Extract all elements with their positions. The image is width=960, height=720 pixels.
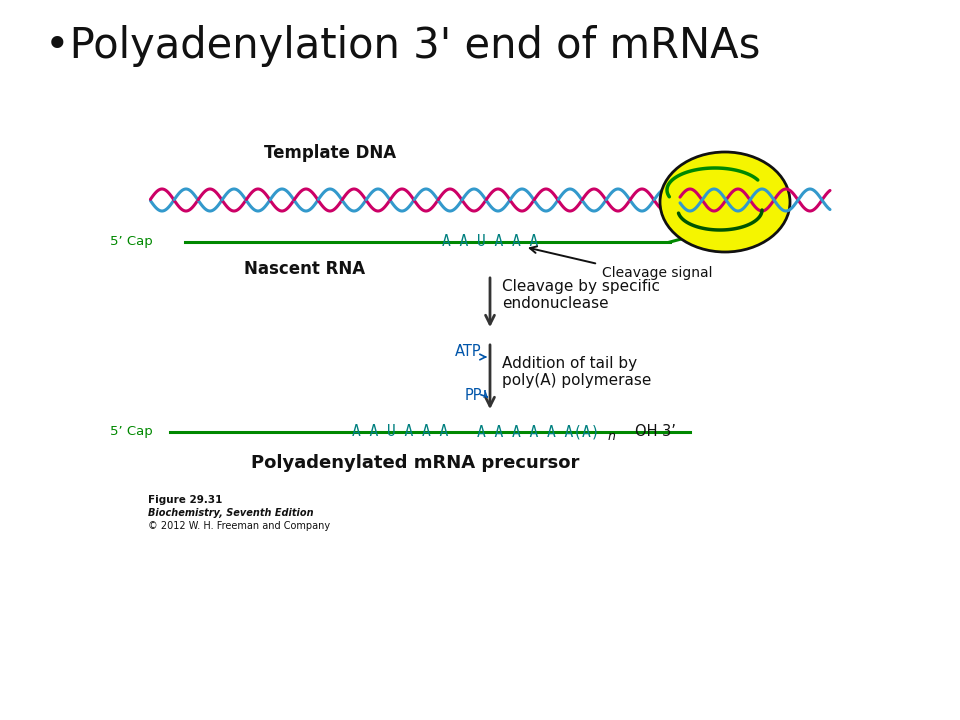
Text: A A U A A A: A A U A A A	[442, 235, 539, 250]
Text: OH 3’: OH 3’	[635, 425, 676, 439]
Text: A A U A A A: A A U A A A	[352, 425, 448, 439]
Text: Cleavage by specific
endonuclease: Cleavage by specific endonuclease	[502, 279, 660, 311]
Text: Biochemistry, Seventh Edition: Biochemistry, Seventh Edition	[148, 508, 314, 518]
Text: 5’ Cap: 5’ Cap	[110, 235, 153, 248]
Text: 5’ Cap: 5’ Cap	[110, 426, 153, 438]
Text: ATP: ATP	[455, 344, 482, 359]
Text: © 2012 W. H. Freeman and Company: © 2012 W. H. Freeman and Company	[148, 521, 330, 531]
Text: n: n	[608, 430, 616, 443]
Text: Figure 29.31: Figure 29.31	[148, 495, 223, 505]
Text: Template DNA: Template DNA	[264, 144, 396, 162]
Text: Addition of tail by
poly(A) polymerase: Addition of tail by poly(A) polymerase	[502, 356, 652, 388]
Text: A A A A A A(A): A A A A A A(A)	[477, 425, 599, 439]
Text: Polyadenylated mRNA precursor: Polyadenylated mRNA precursor	[251, 454, 579, 472]
Text: •Polyadenylation 3' end of mRNAs: •Polyadenylation 3' end of mRNAs	[45, 25, 760, 67]
Text: i: i	[483, 390, 486, 400]
Text: Nascent RNA: Nascent RNA	[245, 260, 366, 278]
Text: PP: PP	[465, 387, 482, 402]
Ellipse shape	[660, 152, 790, 252]
Text: Cleavage signal: Cleavage signal	[602, 266, 712, 280]
